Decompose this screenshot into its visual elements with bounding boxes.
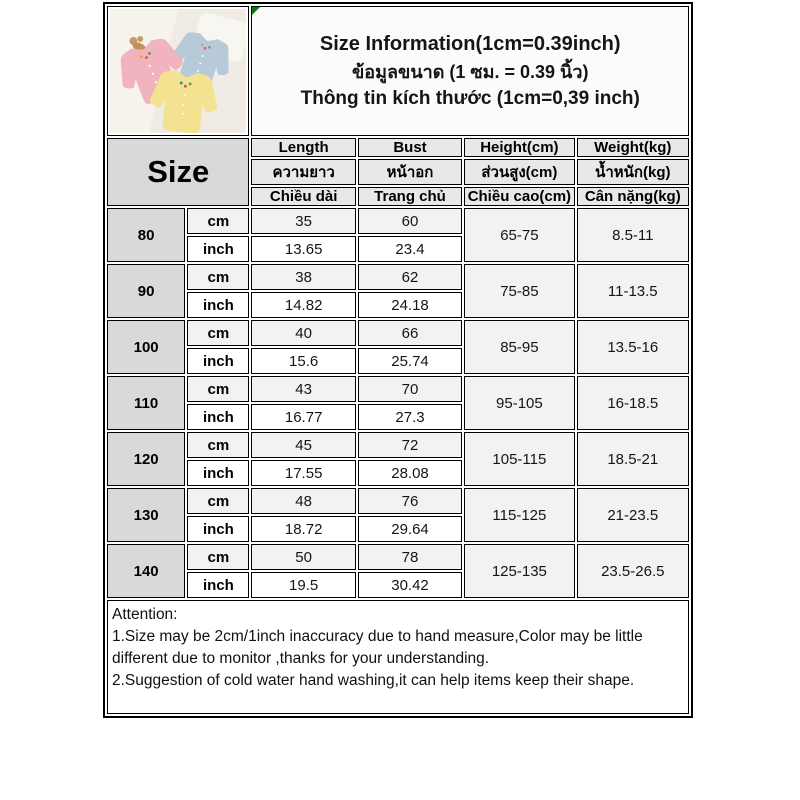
length-cm-value: 50 (251, 544, 356, 570)
length-cm-value: 40 (251, 320, 356, 346)
height-range-value: 125-135 (464, 544, 575, 598)
length-inch-value: 15.6 (251, 348, 356, 374)
height-range-value: 85-95 (464, 320, 575, 374)
weight-range-value: 8.5-11 (576, 208, 689, 262)
bust-inch-value: 30.42 (357, 572, 463, 598)
blue-cardigan-shape (164, 26, 238, 96)
unit-label-cm: cm (187, 544, 250, 570)
size-table: Size Information(1cm=0.39inch) ข้อมูลขนา… (103, 2, 693, 718)
size-value: 110 (107, 376, 186, 430)
height-range-value: 95-105 (464, 376, 575, 430)
length-cm-value: 45 (251, 432, 356, 458)
unit-label-cm: cm (187, 264, 250, 290)
length-inch-value: 18.72 (251, 516, 356, 542)
attention-heading: Attention: (112, 606, 178, 623)
col-header-bust-vi: Trang chủ (357, 187, 463, 206)
product-photo (110, 9, 247, 133)
bust-inch-value: 23.4 (357, 236, 463, 262)
col-header-bust-th: หน้าอก (357, 159, 463, 185)
size-value: 100 (107, 320, 186, 374)
attention-line-1: 1.Size may be 2cm/1inch inaccuracy due t… (112, 628, 643, 667)
size-value: 90 (107, 264, 186, 318)
unit-label-cm: cm (187, 432, 250, 458)
unit-label-inch: inch (187, 404, 250, 430)
col-header-weight-th: น้ำหนัก(kg) (576, 159, 689, 185)
length-cm-value: 48 (251, 488, 356, 514)
weight-range-value: 16-18.5 (576, 376, 689, 430)
attention-note: Attention: 1.Size may be 2cm/1inch inacc… (107, 600, 689, 714)
size-header: Size (107, 138, 250, 206)
length-cm-value: 35 (251, 208, 356, 234)
col-header-length-th: ความยาว (251, 159, 356, 185)
bust-cm-value: 72 (357, 432, 463, 458)
length-inch-value: 17.55 (251, 460, 356, 486)
unit-label-inch: inch (187, 236, 250, 262)
length-inch-value: 14.82 (251, 292, 356, 318)
bust-inch-value: 25.74 (357, 348, 463, 374)
product-photo-cell (107, 6, 250, 136)
unit-label-cm: cm (187, 488, 250, 514)
col-header-weight-vi: Cân nặng(kg) (576, 187, 689, 206)
col-header-height-vi: Chiều cao(cm) (464, 187, 575, 206)
size-value: 120 (107, 432, 186, 486)
col-header-weight-en: Weight(kg) (576, 138, 689, 157)
bust-inch-value: 27.3 (357, 404, 463, 430)
height-range-value: 65-75 (464, 208, 575, 262)
size-value: 140 (107, 544, 186, 598)
col-header-height-en: Height(cm) (464, 138, 575, 157)
length-inch-value: 13.65 (251, 236, 356, 262)
attention-line-2: 2.Suggestion of cold water hand washing,… (112, 672, 635, 689)
height-range-value: 105-115 (464, 432, 575, 486)
green-corner-marker-icon (252, 7, 261, 15)
pink-cardigan-shape (111, 31, 193, 111)
size-value: 130 (107, 488, 186, 542)
unit-label-inch: inch (187, 348, 250, 374)
unit-label-cm: cm (187, 208, 250, 234)
length-cm-value: 38 (251, 264, 356, 290)
unit-label-inch: inch (187, 460, 250, 486)
title-en: Size Information(1cm=0.39inch) (319, 32, 621, 55)
unit-label-inch: inch (187, 292, 250, 318)
bust-cm-value: 66 (357, 320, 463, 346)
col-header-bust-en: Bust (357, 138, 463, 157)
col-header-height-th: ส่วนสูง(cm) (464, 159, 575, 185)
bust-inch-value: 28.08 (357, 460, 463, 486)
length-inch-value: 19.5 (251, 572, 356, 598)
bust-inch-value: 24.18 (357, 292, 463, 318)
unit-label-inch: inch (187, 516, 250, 542)
size-value: 80 (107, 208, 186, 262)
bust-cm-value: 60 (357, 208, 463, 234)
bust-cm-value: 76 (357, 488, 463, 514)
weight-range-value: 21-23.5 (576, 488, 689, 542)
bust-cm-value: 70 (357, 376, 463, 402)
col-header-length-vi: Chiều dài (251, 187, 356, 206)
weight-range-value: 13.5-16 (576, 320, 689, 374)
title-th: ข้อมูลขนาด (1 ซม. = 0.39 นิ้ว) (352, 61, 589, 82)
title-cell: Size Information(1cm=0.39inch) ข้อมูลขนา… (251, 6, 689, 136)
bust-cm-value: 78 (357, 544, 463, 570)
length-inch-value: 16.77 (251, 404, 356, 430)
weight-range-value: 18.5-21 (576, 432, 689, 486)
unit-label-cm: cm (187, 376, 250, 402)
length-cm-value: 43 (251, 376, 356, 402)
unit-label-cm: cm (187, 320, 250, 346)
title-vi: Thông tin kích thước (1cm=0,39 inch) (300, 87, 640, 109)
col-header-length-en: Length (251, 138, 356, 157)
weight-range-value: 23.5-26.5 (576, 544, 689, 598)
unit-label-inch: inch (187, 572, 250, 598)
bust-inch-value: 29.64 (357, 516, 463, 542)
yellow-cardigan-shape (146, 67, 221, 133)
height-range-value: 115-125 (464, 488, 575, 542)
height-range-value: 75-85 (464, 264, 575, 318)
bust-cm-value: 62 (357, 264, 463, 290)
weight-range-value: 11-13.5 (576, 264, 689, 318)
